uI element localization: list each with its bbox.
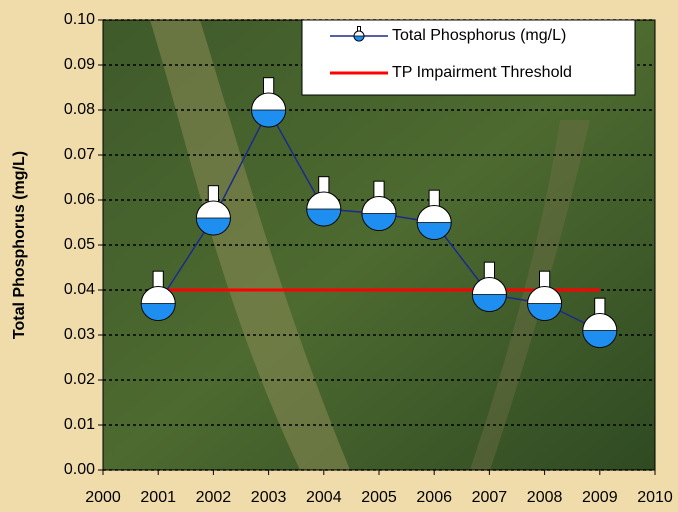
y-tick-label: 0.04: [64, 281, 95, 298]
y-tick-label: 0.06: [64, 191, 95, 208]
x-tick-label: 2003: [251, 489, 287, 506]
y-tick-label: 0.02: [64, 371, 95, 388]
x-tick-label: 2001: [140, 489, 176, 506]
x-tick-label: 2000: [85, 489, 121, 506]
legend-label: TP Impairment Threshold: [392, 64, 572, 81]
chart: Total Phosphorus (mg/L) 0.00 0.01 0.02 0.03…: [0, 0, 678, 512]
x-tick-label: 2004: [306, 489, 342, 506]
y-tick-label: 0.08: [64, 101, 95, 118]
y-tick-label: 0.10: [64, 11, 95, 28]
x-tick-label: 2009: [582, 489, 618, 506]
legend: TP Impairment Threshold Total Phosphorus …: [302, 20, 635, 95]
x-tick-label: 2005: [361, 489, 397, 506]
y-axis-label: Total Phosphorus (mg/L): [11, 151, 28, 339]
y-tick-label: 0.05: [64, 236, 95, 253]
x-tick-label: 2008: [527, 489, 563, 506]
legend-label: Total Phosphorus (mg/L): [392, 27, 566, 44]
x-tick-label: 2006: [416, 489, 452, 506]
y-tick-label: 0.01: [64, 416, 95, 433]
x-tick-label: 2002: [196, 489, 232, 506]
y-tick-label: 0.09: [64, 56, 95, 73]
y-tick-label: 0.07: [64, 146, 95, 163]
y-tick-label: 0.03: [64, 326, 95, 343]
x-tick-label: 2010: [637, 489, 673, 506]
y-tick-label: 0.00: [64, 461, 95, 478]
x-tick-label: 2007: [472, 489, 508, 506]
